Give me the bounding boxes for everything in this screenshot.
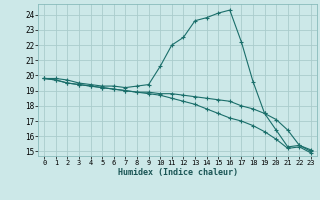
X-axis label: Humidex (Indice chaleur): Humidex (Indice chaleur) (118, 168, 238, 177)
